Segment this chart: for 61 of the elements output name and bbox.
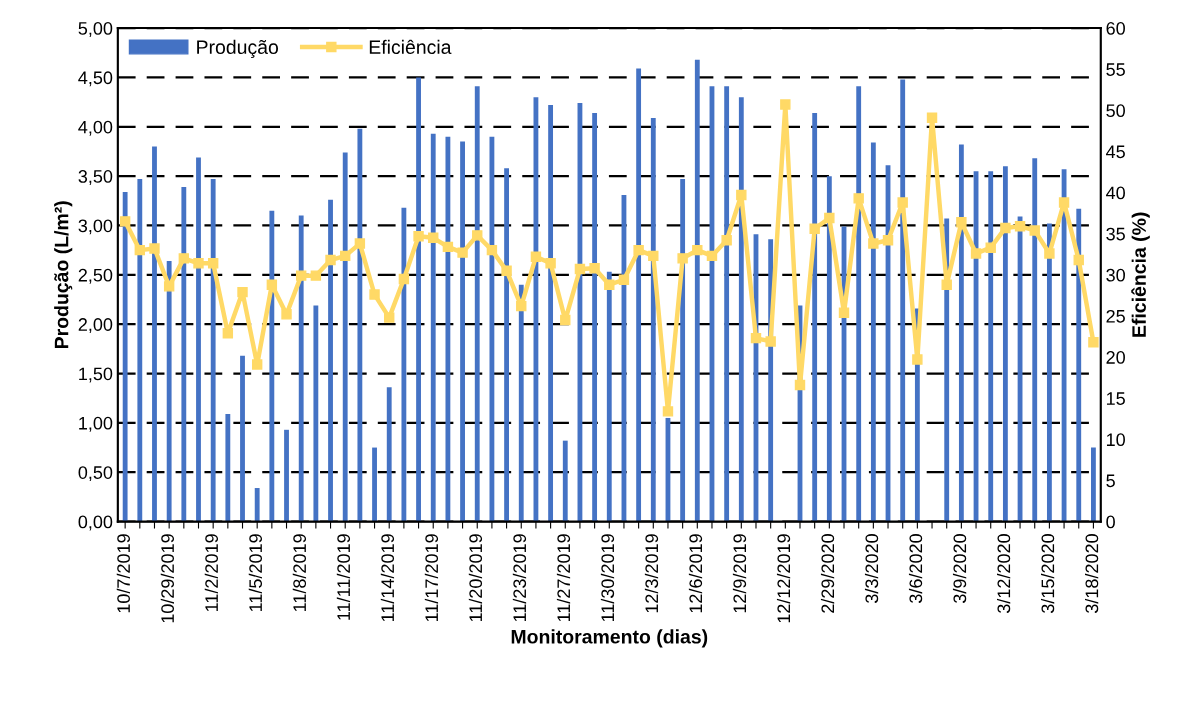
bar [372,447,377,522]
x-tick-label: 11/14/2019 [380,534,395,622]
legend-label: Eficiência [369,39,452,55]
y2-tick-label: 55 [1106,63,1125,76]
x-tick-label: 11/27/2019 [556,534,571,622]
bar [225,414,231,522]
x-tick-label: 11/11/2019 [336,534,351,620]
bar [254,488,260,522]
y-tick-label: 0,00 [78,515,113,531]
y2-tick-label: 60 [1106,22,1125,35]
x-tick-label: 11/8/2019 [292,534,307,611]
bar [1090,447,1096,522]
x-tick-label: 3/18/2020 [1085,534,1099,614]
y2-tick-label: 30 [1106,268,1125,282]
x-tick-label: 12/6/2019 [688,534,703,613]
x-tick-label: 11/23/2019 [512,534,527,622]
y-tick-label: 5,00 [78,22,113,37]
x-tick-label: 3/15/2020 [1040,534,1055,614]
y-tick-label: 0,50 [78,466,113,482]
y2-tick-label: 50 [1106,104,1125,118]
x-tick-label: 11/2/2019 [204,534,219,611]
y2-tick-label: 40 [1106,186,1125,200]
x-tick-label: 12/9/2019 [732,534,747,613]
y-tick-label: 3,00 [78,219,113,235]
x-tick-label: 2/29/2020 [820,534,835,613]
bar [562,440,568,522]
y2-tick-label: 45 [1106,145,1125,159]
bar [240,355,245,522]
y-tick-label: 2,00 [78,318,113,334]
x-tick-label: 11/5/2019 [248,534,263,611]
x-axis-title: Monitoramento (dias) [511,629,708,648]
y2-tick-label: 0 [1106,515,1115,529]
x-tick-label: 11/20/2019 [468,534,483,622]
y-axis-title: Produção (L/m²) [54,201,73,349]
x-tick-label: 11/17/2019 [424,534,439,622]
x-tick-label: 12/12/2019 [776,534,791,623]
x-tick-label: 10/7/2019 [116,534,130,613]
bar [386,387,392,522]
y2-tick-label: 10 [1106,433,1125,447]
y2-tick-label: 35 [1106,227,1125,241]
y2-tick-label: 15 [1106,392,1125,405]
y2-tick-label: 25 [1106,309,1125,323]
y-tick-label: 4,00 [78,120,113,136]
bar [313,305,319,522]
x-tick-label: 12/3/2019 [644,534,659,613]
y-tick-label: 4,50 [78,71,113,87]
y2-tick-label: 5 [1106,474,1115,488]
y-tick-label: 1,00 [79,416,113,432]
x-tick-label: 3/6/2020 [908,534,923,603]
bar [284,429,289,522]
x-tick-label: 10/29/2019 [160,534,174,623]
y-tick-label: 2,50 [78,268,113,284]
x-tick-label: 11/30/2019 [600,534,615,622]
y-tick-label: 3,50 [78,170,113,185]
legend-label: Produção [197,39,279,58]
y2-tick-label: 20 [1106,351,1125,364]
y-tick-label: 1,50 [79,367,113,383]
x-tick-label: 3/3/2020 [864,534,879,603]
y2-axis-title: Eficiência (%) [1131,212,1150,337]
x-tick-label: 3/9/2020 [952,534,967,603]
x-tick-label: 3/12/2020 [996,534,1011,614]
